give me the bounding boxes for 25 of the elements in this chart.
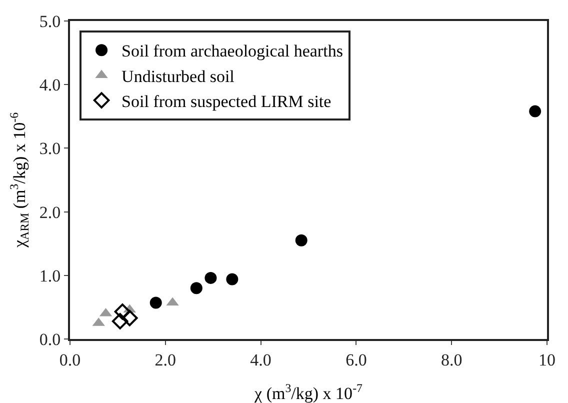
point <box>295 234 308 246</box>
x-tick-label: 8.0 <box>440 350 462 370</box>
legend-label: Undisturbed soil <box>122 66 235 86</box>
point <box>150 296 162 309</box>
point <box>204 272 217 284</box>
y-tick-label: 1.0 <box>39 266 61 286</box>
x-tick-label: 10 <box>538 350 556 370</box>
x-tick-label: 6.0 <box>346 350 367 370</box>
x-tick-label: 0.0 <box>59 350 81 370</box>
legend-label: Soil from archaeological hearths <box>122 42 343 61</box>
point <box>226 273 238 286</box>
x-axis-title: χ (m$^{3}$/kg) x 10$^{-7}$ <box>254 380 363 403</box>
legend-label: Soil from suspected LIRM site <box>122 92 332 111</box>
y-tick-label: 0.0 <box>39 330 61 349</box>
point <box>529 105 542 118</box>
point <box>121 310 138 326</box>
point <box>112 313 128 330</box>
y-tick-label: 3.0 <box>39 139 61 158</box>
point <box>114 304 131 320</box>
point <box>190 282 202 294</box>
y-tick-label: 5.0 <box>39 12 61 31</box>
y-tick-label: 2.0 <box>39 202 61 222</box>
y-tick-label: 4.0 <box>39 76 61 95</box>
x-tick-label: 4.0 <box>250 350 272 370</box>
x-tick-label: 2.0 <box>154 350 176 370</box>
